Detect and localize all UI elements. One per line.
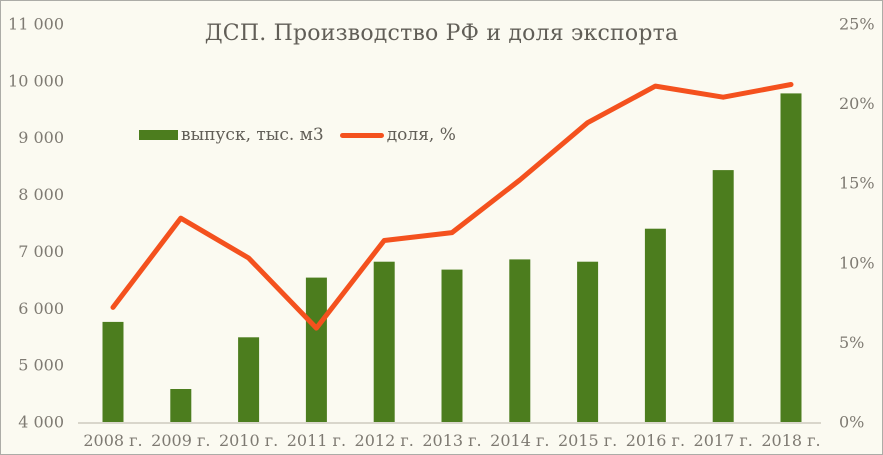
x-axis-tick: 2009 г. [151, 431, 210, 450]
production-bar-2016 [644, 228, 666, 422]
left-axis-tick: 7 000 [18, 242, 64, 261]
legend-label-production: выпуск, тыс. м3 [181, 125, 324, 145]
chart-title: ДСП. Производство РФ и доля экспорта [204, 21, 679, 46]
left-axis-tick: 4 000 [18, 413, 64, 432]
x-axis-tick: 2010 г. [219, 431, 278, 450]
legend-item-production: выпуск, тыс. м3 [139, 125, 324, 145]
production-bar-2012 [373, 261, 395, 422]
left-axis-tick: 5 000 [18, 356, 64, 375]
right-axis-tick: 10% [839, 253, 875, 272]
x-axis-tick: 2016 г. [626, 431, 685, 450]
x-axis-tick: 2011 г. [287, 431, 346, 450]
production-bar-2011 [305, 277, 327, 422]
x-axis-tick: 2008 г. [83, 431, 142, 450]
legend-item-share: доля, % [339, 125, 456, 145]
right-axis-tick: 0% [839, 413, 864, 432]
production-bar-2017 [712, 170, 734, 422]
left-axis-tick: 8 000 [18, 185, 64, 204]
production-bar-2009 [170, 389, 192, 422]
right-axis-tick: 5% [839, 333, 864, 352]
right-axis-tick: 20% [839, 94, 875, 113]
x-axis-tick: 2017 г. [694, 431, 753, 450]
production-bar-2015 [577, 261, 599, 422]
right-axis-tick: 15% [839, 174, 875, 193]
production-bar-2014 [509, 259, 531, 422]
legend-bar-swatch [139, 130, 178, 140]
x-axis-tick: 2012 г. [355, 431, 414, 450]
export-share-line [110, 82, 794, 331]
production-bar-2013 [441, 269, 463, 422]
production-bar-2010 [238, 337, 260, 422]
left-axis-tick: 6 000 [18, 299, 64, 318]
production-bar-2008 [102, 321, 124, 422]
legend-label-share: доля, % [386, 125, 456, 145]
left-axis-tick: 11 000 [8, 15, 64, 34]
left-axis-tick: 9 000 [18, 128, 64, 147]
x-axis-tick: 2014 г. [490, 431, 549, 450]
left-axis-tick: 10 000 [8, 71, 64, 90]
legend: выпуск, тыс. м3 доля, % [139, 125, 456, 145]
legend-line-swatch [339, 132, 384, 138]
production-bar-2018 [780, 93, 802, 423]
right-axis-tick: 25% [839, 15, 875, 34]
x-axis-tick: 2015 г. [558, 431, 617, 450]
x-axis-tick: 2013 г. [422, 431, 481, 450]
x-axis-tick: 2018 г. [761, 431, 820, 450]
